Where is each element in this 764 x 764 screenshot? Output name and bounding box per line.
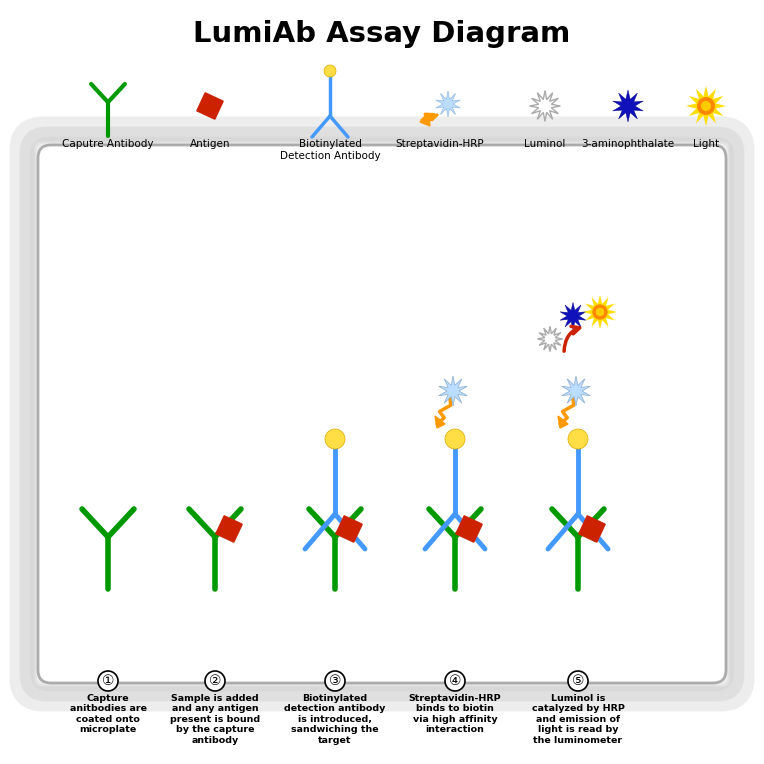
Text: Antigen: Antigen: [189, 139, 230, 149]
Circle shape: [445, 671, 465, 691]
Circle shape: [324, 65, 336, 77]
Polygon shape: [537, 326, 562, 351]
Circle shape: [98, 671, 118, 691]
Polygon shape: [216, 516, 242, 542]
Text: Luminol is
catalyzed by HRP
and emission of
light is read by
the luminometer: Luminol is catalyzed by HRP and emission…: [532, 694, 624, 745]
Text: LumiAb Assay Diagram: LumiAb Assay Diagram: [193, 20, 571, 48]
Text: ②: ②: [209, 674, 222, 688]
Polygon shape: [560, 303, 586, 329]
Circle shape: [697, 97, 715, 115]
Text: ⑤: ⑤: [571, 674, 584, 688]
Circle shape: [596, 308, 604, 316]
Polygon shape: [562, 376, 591, 406]
Text: Capture
anitbodies are
coated onto
microplate: Capture anitbodies are coated onto micro…: [70, 694, 147, 734]
Text: ④: ④: [448, 674, 461, 688]
Polygon shape: [583, 295, 617, 329]
Polygon shape: [529, 91, 561, 121]
Polygon shape: [435, 91, 461, 117]
Text: 3-aminophthalate: 3-aminophthalate: [581, 139, 675, 149]
Polygon shape: [456, 516, 482, 542]
Polygon shape: [558, 416, 568, 428]
Text: Light: Light: [693, 139, 719, 149]
Circle shape: [568, 671, 588, 691]
Polygon shape: [336, 516, 362, 542]
Text: Caputre Antibody: Caputre Antibody: [62, 139, 154, 149]
Circle shape: [325, 429, 345, 449]
Circle shape: [325, 671, 345, 691]
Text: Biotinylated
detection antibody
is introduced,
sandwiching the
target: Biotinylated detection antibody is intro…: [284, 694, 386, 745]
Text: Streptavidin-HRP: Streptavidin-HRP: [396, 139, 484, 149]
Text: Biotinylated
Detection Antibody: Biotinylated Detection Antibody: [280, 139, 380, 160]
Text: Streptavidin-HRP
binds to biotin
via high affinity
interaction: Streptavidin-HRP binds to biotin via hig…: [409, 694, 501, 734]
Polygon shape: [435, 416, 445, 428]
Polygon shape: [613, 90, 643, 122]
Circle shape: [592, 304, 607, 319]
Polygon shape: [420, 114, 430, 126]
Text: Luminol: Luminol: [524, 139, 565, 149]
Text: ①: ①: [102, 674, 115, 688]
Text: ③: ③: [329, 674, 342, 688]
Circle shape: [568, 429, 588, 449]
Text: Sample is added
and any antigen
present is bound
by the capture
antibody: Sample is added and any antigen present …: [170, 694, 260, 745]
Polygon shape: [197, 93, 223, 119]
Circle shape: [205, 671, 225, 691]
Circle shape: [701, 101, 711, 111]
Polygon shape: [686, 86, 726, 126]
FancyBboxPatch shape: [40, 147, 724, 681]
Circle shape: [445, 429, 465, 449]
Polygon shape: [579, 516, 605, 542]
Polygon shape: [439, 376, 468, 406]
